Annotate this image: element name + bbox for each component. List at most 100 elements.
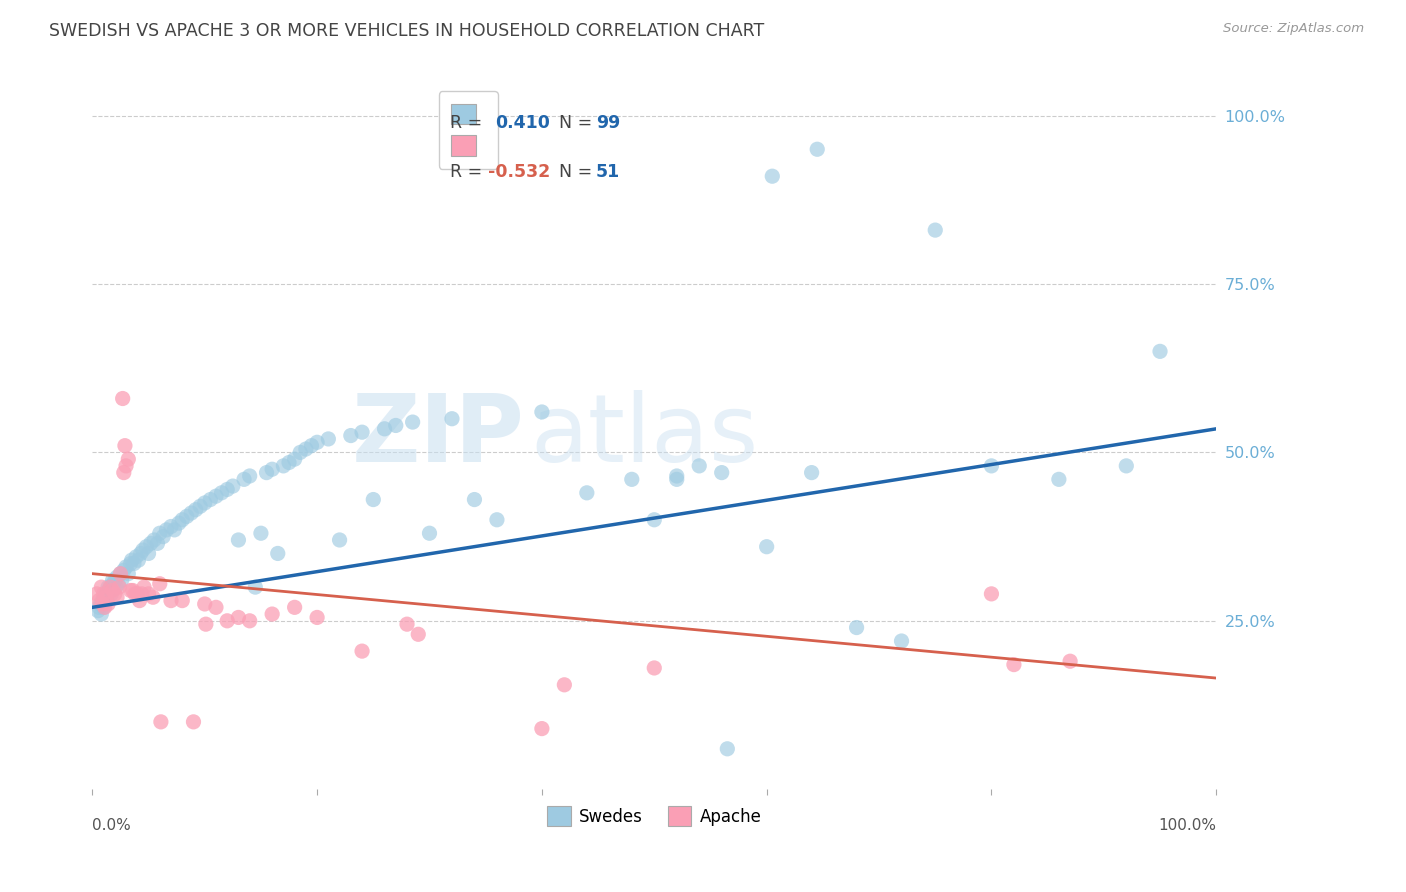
Point (352, 644, 374, 658)
Point (131, 587, 153, 601)
Point (87, 600, 110, 615)
Point (924, 223, 946, 237)
Point (284, 600, 307, 615)
Point (120, 557, 142, 571)
Point (340, 428, 363, 442)
Point (149, 526, 172, 541)
Point (273, 458, 295, 473)
Point (262, 462, 284, 476)
Point (127, 587, 149, 601)
Point (553, 678, 575, 692)
Point (1059, 654, 1081, 668)
Point (91, 593, 114, 607)
Text: R =: R = (450, 163, 488, 181)
Point (94, 591, 117, 605)
Point (149, 576, 172, 591)
Point (87, 604, 110, 618)
Point (101, 574, 124, 588)
Point (105, 591, 128, 605)
Point (620, 472, 643, 486)
Point (217, 483, 239, 497)
Point (93, 587, 115, 601)
Text: 51: 51 (596, 163, 620, 181)
Point (87, 593, 110, 607)
Point (96, 593, 118, 607)
Text: ZIP: ZIP (352, 390, 524, 482)
Point (222, 479, 245, 493)
Point (318, 432, 340, 446)
Point (90, 580, 112, 594)
Point (406, 627, 429, 641)
Point (146, 536, 169, 550)
Point (806, 142, 828, 156)
Point (105, 570, 128, 584)
Point (194, 597, 217, 611)
Point (463, 492, 485, 507)
Point (139, 536, 162, 550)
Point (290, 445, 312, 459)
Point (128, 593, 150, 607)
Point (115, 458, 138, 473)
Point (97, 597, 120, 611)
Text: N =: N = (547, 113, 598, 132)
Point (530, 722, 553, 736)
Point (94, 587, 117, 601)
Point (217, 614, 239, 628)
Point (295, 442, 318, 456)
Point (205, 600, 228, 615)
Point (301, 439, 323, 453)
Point (1115, 458, 1137, 473)
Point (665, 469, 688, 483)
Point (575, 485, 598, 500)
Point (115, 560, 138, 574)
Point (184, 502, 207, 516)
Point (112, 563, 135, 577)
Point (401, 415, 423, 429)
Point (1149, 344, 1171, 359)
Point (373, 422, 395, 436)
Point (845, 621, 868, 635)
Point (172, 593, 194, 607)
Point (132, 580, 155, 594)
Point (160, 593, 183, 607)
Point (98, 583, 121, 598)
Text: 0.0%: 0.0% (93, 817, 131, 832)
Point (183, 714, 205, 729)
Point (93, 591, 115, 605)
Point (142, 591, 165, 605)
Point (129, 546, 152, 560)
Point (228, 533, 250, 547)
Point (800, 466, 823, 480)
Point (239, 469, 262, 483)
Point (103, 576, 125, 591)
Point (205, 489, 228, 503)
Point (125, 549, 148, 564)
Point (665, 472, 688, 486)
Point (262, 607, 284, 621)
Point (307, 610, 329, 624)
Point (278, 456, 301, 470)
Point (1047, 472, 1070, 486)
Point (135, 540, 157, 554)
Point (716, 741, 738, 756)
Point (188, 500, 211, 514)
Point (228, 610, 250, 624)
Point (307, 435, 329, 450)
Text: SWEDISH VS APACHE 3 OR MORE VEHICLES IN HOUSEHOLD CORRELATION CHART: SWEDISH VS APACHE 3 OR MORE VEHICLES IN … (49, 22, 765, 40)
Point (111, 392, 134, 406)
Text: atlas: atlas (530, 390, 759, 482)
Point (530, 405, 553, 419)
Point (100, 587, 122, 601)
Point (688, 458, 710, 473)
Point (329, 533, 352, 547)
Point (761, 169, 783, 184)
Point (194, 496, 217, 510)
Point (97, 580, 120, 594)
Point (1002, 657, 1025, 672)
Point (395, 617, 418, 632)
Point (256, 466, 278, 480)
Point (114, 439, 136, 453)
Point (93, 600, 115, 615)
Point (172, 513, 194, 527)
Point (138, 546, 160, 560)
